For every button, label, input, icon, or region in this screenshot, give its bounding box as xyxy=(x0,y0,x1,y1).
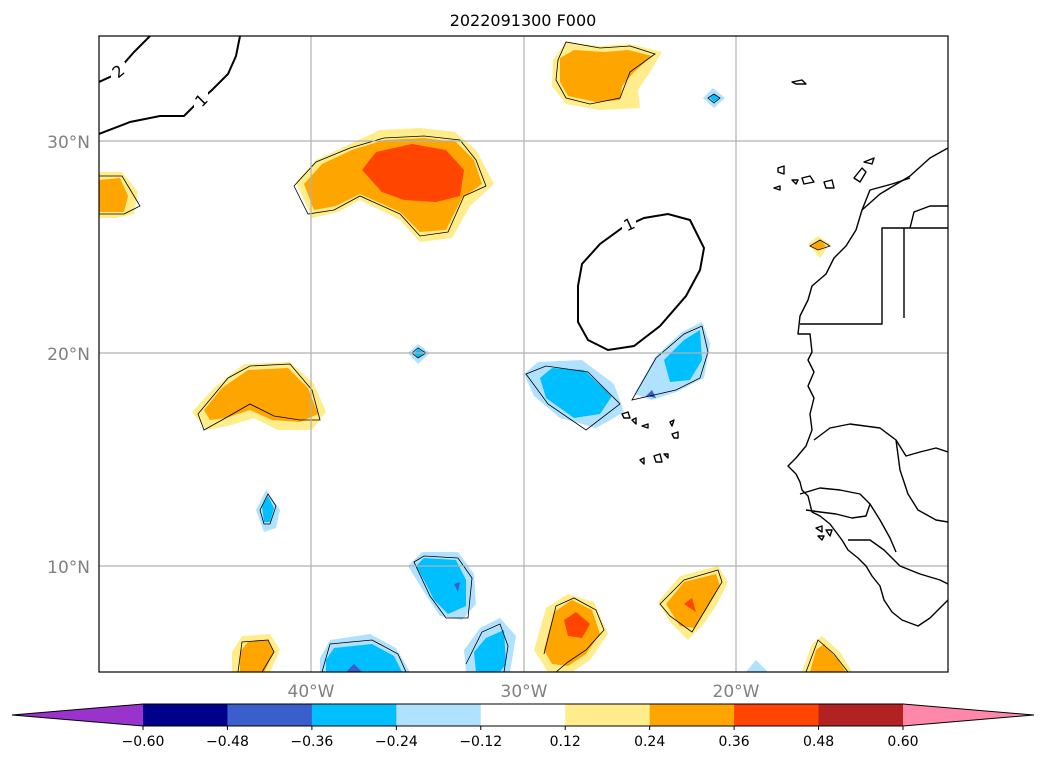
latitude-labels: 30°N 20°N 10°N xyxy=(47,133,90,578)
colorbar-extend-low xyxy=(12,704,143,726)
border-western-sahara xyxy=(800,227,948,325)
bissagos-island xyxy=(825,529,833,537)
colorbar-tick-label: −0.48 xyxy=(206,734,249,750)
negative-anomaly-blob xyxy=(320,634,410,672)
lat-label-10n: 10°N xyxy=(47,558,90,578)
positive-anomaly-blob xyxy=(802,636,852,672)
colorbar-extend-high xyxy=(903,704,1034,726)
colorbar-segment xyxy=(311,704,397,726)
colorbar-segment xyxy=(143,704,228,726)
colorbar-tick-label: 0.60 xyxy=(887,734,918,750)
colorbar-tick-label: 0.36 xyxy=(719,734,750,750)
colorbar-segment xyxy=(227,704,313,726)
lat-label-20n: 20°N xyxy=(47,345,90,365)
border-misc xyxy=(869,503,897,553)
bissagos-island xyxy=(815,525,823,533)
positive-anomaly-blob xyxy=(232,634,280,672)
negative-anomaly-blob xyxy=(524,360,624,431)
colorbar-tick-label: −0.60 xyxy=(122,734,165,750)
canary-island xyxy=(791,179,799,185)
cape-verde-island xyxy=(621,411,631,419)
canary-island xyxy=(801,175,815,185)
lon-label-40w: 40°W xyxy=(288,682,335,702)
cape-verde-island xyxy=(641,423,649,429)
colorbar-segment xyxy=(565,704,651,726)
positive-anomaly-blob xyxy=(192,362,326,431)
colorbar-segment xyxy=(649,704,735,726)
colorbar-tick-label: −0.36 xyxy=(290,734,333,750)
lat-label-30n: 30°N xyxy=(47,133,90,153)
border-guinea xyxy=(848,539,948,585)
colorbar: −0.60 −0.48 −0.36 −0.24 −0.12 0.12 0.24 0.36 0.4… xyxy=(11,703,1035,750)
colorbar-segment xyxy=(396,704,482,726)
coastlines xyxy=(621,79,948,627)
graticule xyxy=(99,36,948,672)
negative-anomaly-blob xyxy=(464,618,516,672)
africa-coastline xyxy=(787,147,948,627)
negative-anomaly-blob xyxy=(408,552,476,620)
lon-label-30w: 30°W xyxy=(501,682,548,702)
longitude-labels: 40°W 30°W 20°W xyxy=(288,682,760,702)
positive-anomaly-blob xyxy=(534,594,608,672)
cape-verde-island xyxy=(653,453,663,463)
map-frame xyxy=(98,35,949,673)
positive-anomaly-blob xyxy=(99,172,141,218)
positive-anomaly-blob xyxy=(808,236,831,258)
cape-verde-island xyxy=(663,453,669,459)
canary-island xyxy=(823,179,835,189)
colorbar-tick-label: 0.48 xyxy=(803,734,834,750)
colorbar-segment xyxy=(818,704,904,726)
negative-anomaly-blob xyxy=(256,490,280,532)
anomaly-shading xyxy=(99,41,852,672)
colorbar-segment xyxy=(734,704,820,726)
cape-verde-island xyxy=(671,431,679,439)
contour-line-1-ellipse xyxy=(577,212,706,352)
negative-anomaly-blob xyxy=(746,660,768,672)
canary-island xyxy=(853,167,867,183)
canary-island xyxy=(773,185,781,191)
contour-label-group: 2 1 1 xyxy=(108,61,638,235)
colorbar-tick-label: 0.24 xyxy=(634,734,665,750)
cape-verde-island xyxy=(669,419,675,427)
map-panel: 2 1 1 xyxy=(99,36,948,672)
cape-verde-island xyxy=(639,457,645,465)
positive-anomaly-blob xyxy=(658,566,728,640)
border-mali xyxy=(895,439,948,523)
colorbar-tick-label: −0.12 xyxy=(459,734,502,750)
canary-island xyxy=(863,157,875,165)
negative-anomaly-blob xyxy=(703,88,725,108)
colorbar-segment xyxy=(480,704,566,726)
canary-island xyxy=(777,165,785,175)
lon-label-20w: 20°W xyxy=(713,682,760,702)
positive-anomaly-blob xyxy=(552,41,662,110)
bissagos-island xyxy=(817,535,825,541)
colorbar-tick-label: 0.12 xyxy=(550,734,581,750)
map-title: 2022091300 F000 xyxy=(450,11,597,30)
negative-anomaly-blob xyxy=(631,322,710,401)
madeira-island xyxy=(791,79,807,85)
cape-verde-island xyxy=(631,417,637,425)
border-morocco xyxy=(909,205,948,229)
positive-anomaly-blob xyxy=(293,128,494,242)
colorbar-tick-label: −0.24 xyxy=(375,734,418,750)
border-senegal-south xyxy=(799,487,871,519)
border-morocco-inner xyxy=(861,177,911,211)
